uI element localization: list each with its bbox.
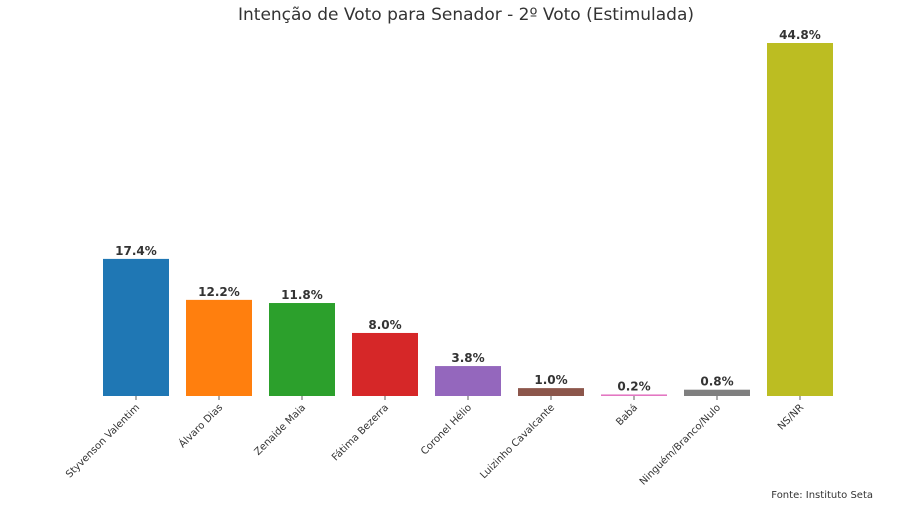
bar-zenaide-maia	[269, 303, 335, 396]
value-label-ninguem-branco-nulo: 0.8%	[700, 375, 733, 389]
bar-styvenson-valentim	[103, 258, 169, 396]
x-tick-label-baba: Babá	[614, 402, 640, 428]
x-tick-label-ns-nr: NS/NR	[776, 402, 806, 432]
value-label-luizinho-cavalcante: 1.0%	[534, 373, 567, 387]
bar-coronel-helio	[435, 366, 501, 396]
x-tick-label-ninguem-branco-nulo: Ninguém/Branco/Nulo	[637, 402, 723, 488]
value-label-fatima-bezerra: 8.0%	[368, 318, 401, 332]
source-note: Fonte: Instituto Seta	[771, 490, 873, 501]
value-label-coronel-helio: 3.8%	[451, 351, 484, 365]
bar-ns-nr	[767, 43, 833, 396]
x-tick-label-fatima-bezerra: Fátima Bezerra	[329, 402, 391, 464]
bar-luizinho-cavalcante	[518, 388, 584, 396]
x-tick-label-luizinho-cavalcante: Luizinho Cavalcante	[478, 402, 557, 481]
value-label-alvaro-dias: 12.2%	[198, 285, 240, 299]
bar-alvaro-dias	[186, 299, 252, 396]
value-label-styvenson-valentim: 17.4%	[115, 244, 157, 258]
bar-ninguem-branco-nulo	[684, 389, 750, 396]
value-label-ns-nr: 44.8%	[779, 28, 821, 42]
chart-title: Intenção de Voto para Senador - 2º Voto …	[238, 5, 694, 25]
x-tick-label-styvenson-valentim: Styvenson Valentim	[64, 402, 142, 480]
x-tick-label-zenaide-maia: Zenaide Maia	[253, 402, 309, 458]
x-tick-label-alvaro-dias: Álvaro Dias	[176, 401, 225, 450]
value-label-baba: 0.2%	[617, 379, 650, 393]
x-tick-labels-group: Styvenson Valentim Álvaro Dias Zenaide Mai…	[64, 396, 806, 488]
bar-fatima-bezerra	[352, 332, 418, 396]
bars-group	[103, 43, 833, 396]
x-tick-label-coronel-helio: Coronel Hélio	[418, 402, 474, 458]
value-label-zenaide-maia: 11.8%	[281, 288, 323, 302]
value-labels-group: 17.4% 12.2% 11.8% 8.0% 3.8% 1.0% 0.2% 0.8% 44.8%	[115, 28, 821, 393]
bar-baba	[601, 394, 667, 396]
